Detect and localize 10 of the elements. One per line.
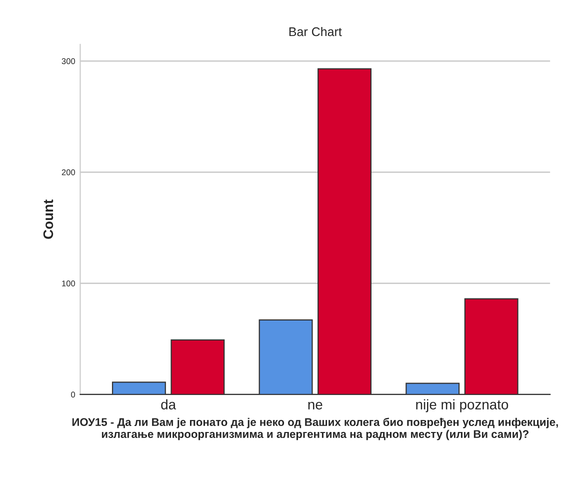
chart-title: Bar Chart (289, 26, 342, 36)
x-tick-label: da (161, 399, 176, 410)
x-axis-title: ИОУ15 - Да ли Вам је понато да је неко од Ваших колега био повређен услед инфекције, излагање микроорганизмима и алергентима на радном месту (или Ви сами)? (72, 418, 558, 440)
y-tick-label: 300 (62, 58, 76, 64)
y-tick-label: 0 (71, 392, 76, 398)
x-tick-label: nije mi poznato (416, 399, 508, 412)
y-tick-label: 100 (62, 280, 76, 286)
y-axis-title: Count (43, 200, 54, 239)
x-tick-label: ne (308, 402, 322, 410)
y-tick-label: 200 (62, 169, 76, 176)
